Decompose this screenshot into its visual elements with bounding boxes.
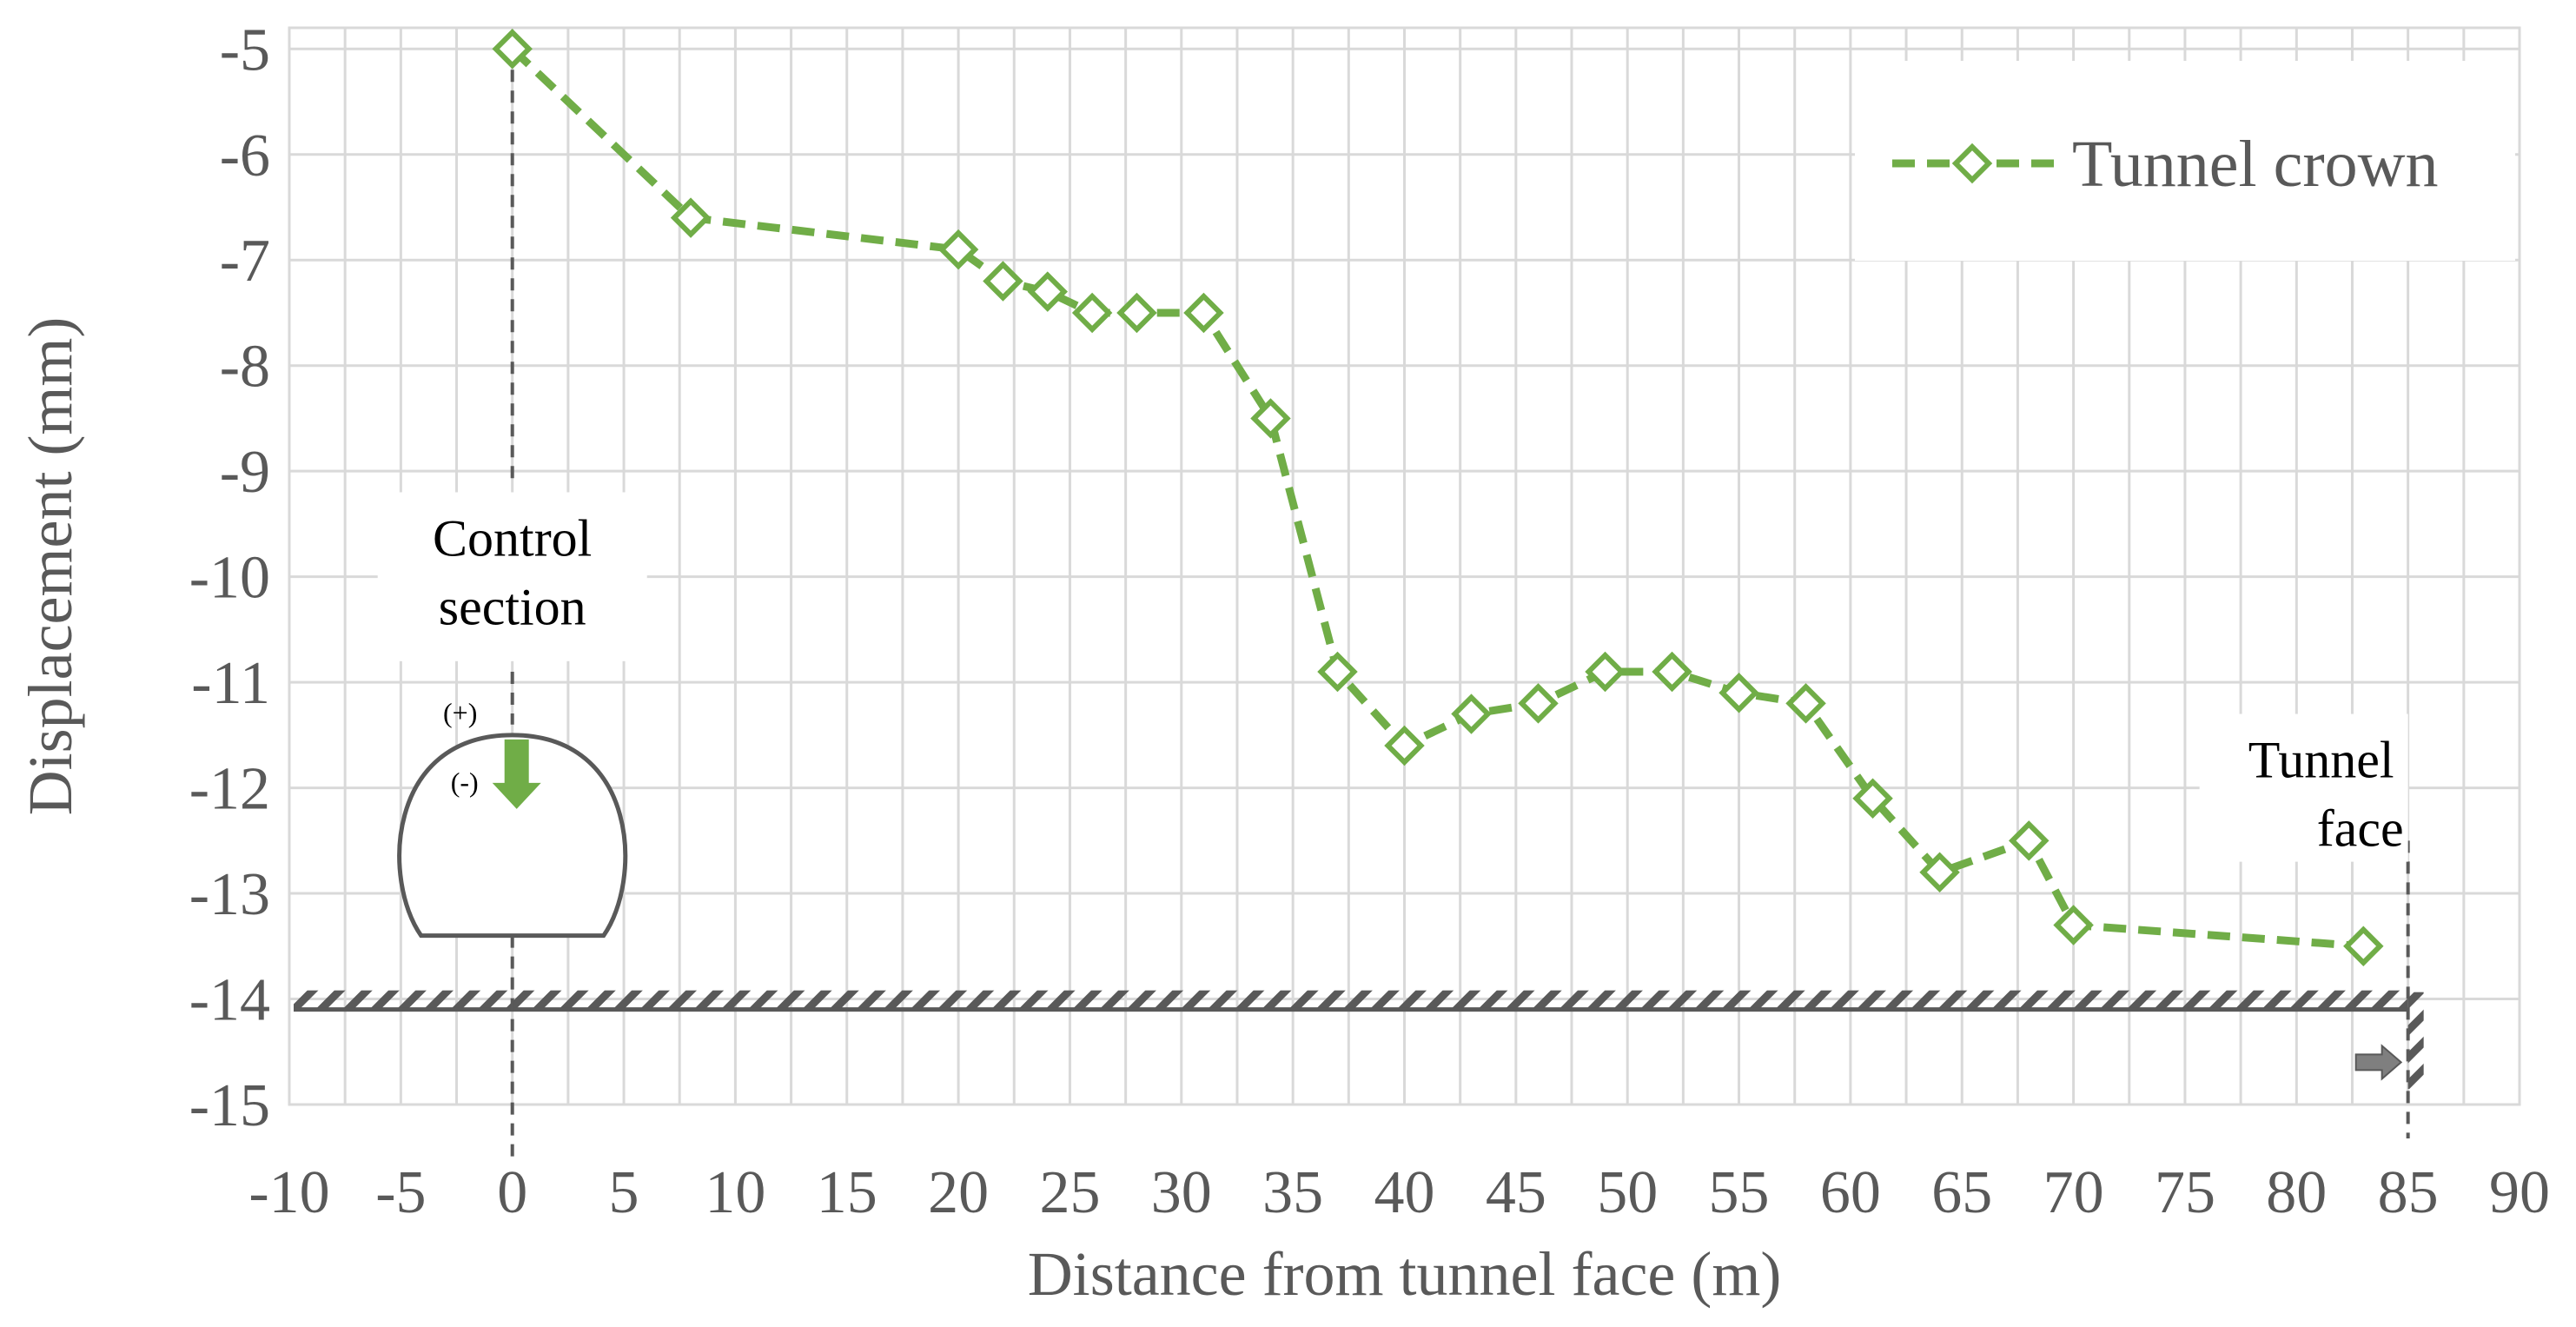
x-tick-label: 30 bbox=[1151, 1159, 1212, 1226]
x-tick-label: 15 bbox=[817, 1159, 877, 1226]
control-section-label-background bbox=[377, 492, 647, 661]
x-tick-label: 55 bbox=[1709, 1159, 1770, 1226]
y-tick-label: -8 bbox=[220, 334, 270, 401]
data-point-marker bbox=[1071, 292, 1113, 334]
x-tick-label: 80 bbox=[2266, 1159, 2327, 1226]
x-tick-label: 90 bbox=[2489, 1159, 2550, 1226]
data-point-marker bbox=[1852, 778, 1893, 819]
x-tick-label: 70 bbox=[2043, 1159, 2104, 1226]
data-point-marker bbox=[1718, 673, 1759, 713]
y-tick-label: -14 bbox=[189, 967, 270, 1034]
data-point-marker bbox=[1116, 292, 1157, 334]
data-point-marker bbox=[1317, 651, 1358, 693]
ground-hatch-band bbox=[294, 990, 2408, 1008]
positive-sign-label: (+) bbox=[443, 697, 477, 728]
tunnel-cross-section-icon: (+) (-) bbox=[397, 697, 628, 939]
y-tick-label: -9 bbox=[220, 439, 270, 506]
data-point-marker bbox=[937, 229, 979, 270]
y-tick-label: -5 bbox=[220, 17, 270, 83]
y-tick-label: -11 bbox=[191, 650, 270, 717]
data-point-marker bbox=[1585, 651, 1626, 693]
legend-diamond-icon bbox=[1951, 143, 1993, 184]
x-axis-ticks: -10 -5 0 5 10 15 20 25 30 35 40 45 50 55 60 65 70 75 80 85 9… bbox=[248, 1159, 2550, 1226]
x-tick-label: 85 bbox=[2378, 1159, 2439, 1226]
x-tick-label: 25 bbox=[1039, 1159, 1100, 1226]
y-axis-title: Displacement (mm) bbox=[16, 317, 85, 816]
x-tick-label: 75 bbox=[2155, 1159, 2215, 1226]
x-tick-label: 65 bbox=[1931, 1159, 1992, 1226]
x-tick-label: -10 bbox=[248, 1159, 329, 1226]
x-tick-label: 20 bbox=[928, 1159, 989, 1226]
x-tick-label: 45 bbox=[1486, 1159, 1546, 1226]
y-tick-label: -15 bbox=[189, 1072, 270, 1139]
data-point-marker bbox=[1518, 683, 1559, 724]
data-point-marker bbox=[2343, 926, 2384, 967]
tunnel-outline-shape bbox=[397, 733, 628, 939]
tunnel-face-label-line2: face bbox=[2317, 800, 2404, 857]
x-tick-label: 0 bbox=[497, 1159, 527, 1226]
plot-area-frame bbox=[288, 26, 2521, 1106]
tunnel-face-hatch bbox=[2407, 992, 2424, 1089]
x-tick-label: 35 bbox=[1262, 1159, 1323, 1226]
data-point-marker bbox=[670, 197, 712, 238]
y-tick-label: -13 bbox=[189, 861, 270, 928]
x-axis-title: Distance from tunnel face (m) bbox=[1028, 1239, 1782, 1309]
data-point-marker bbox=[1027, 271, 1069, 312]
data-point-marker bbox=[1183, 292, 1224, 334]
data-point-marker bbox=[2053, 905, 2094, 945]
data-point-marker bbox=[1919, 852, 1960, 893]
advance-arrow-icon bbox=[2354, 1044, 2403, 1081]
x-tick-label: 40 bbox=[1374, 1159, 1435, 1226]
legend: Tunnel crown bbox=[1855, 61, 2515, 261]
data-point-marker bbox=[1250, 398, 1291, 439]
data-point-marker bbox=[983, 261, 1023, 302]
data-point-marker bbox=[2009, 820, 2050, 861]
x-tick-label: 50 bbox=[1597, 1159, 1658, 1226]
annotations: Control section Tunnel face (+) (-) bbox=[294, 49, 2424, 1160]
series-tunnel-crown bbox=[492, 29, 2384, 967]
data-point-marker bbox=[492, 29, 533, 70]
y-axis-ticks: -5 -6 -7 -8 -9 -10 -11 -12 -13 -14 -15 bbox=[189, 17, 270, 1139]
tunnel-face-label-line1: Tunnel bbox=[2248, 731, 2394, 788]
legend-label-tunnel-crown: Tunnel crown bbox=[2072, 128, 2439, 201]
x-tick-label: 10 bbox=[705, 1159, 765, 1226]
control-section-label-line2: section bbox=[439, 578, 586, 635]
data-point-marker bbox=[1451, 693, 1492, 734]
displacement-arrow-icon bbox=[492, 739, 541, 809]
x-tick-label: -5 bbox=[375, 1159, 426, 1226]
x-tick-label: 60 bbox=[1820, 1159, 1881, 1226]
control-section-label-line1: Control bbox=[433, 509, 592, 567]
tunnel-face-label-background bbox=[2199, 713, 2408, 862]
data-point-marker bbox=[1785, 683, 1826, 724]
y-tick-label: -12 bbox=[189, 756, 270, 823]
y-tick-label: -7 bbox=[220, 228, 270, 295]
data-point-marker bbox=[1384, 725, 1425, 766]
data-point-marker bbox=[1652, 651, 1692, 693]
x-tick-label: 5 bbox=[609, 1159, 639, 1226]
y-tick-label: -6 bbox=[220, 123, 270, 189]
negative-sign-label: (-) bbox=[451, 766, 479, 798]
series-line-tunnel-crown bbox=[509, 46, 2364, 951]
series-markers bbox=[492, 29, 2384, 967]
y-tick-label: -10 bbox=[189, 545, 270, 612]
